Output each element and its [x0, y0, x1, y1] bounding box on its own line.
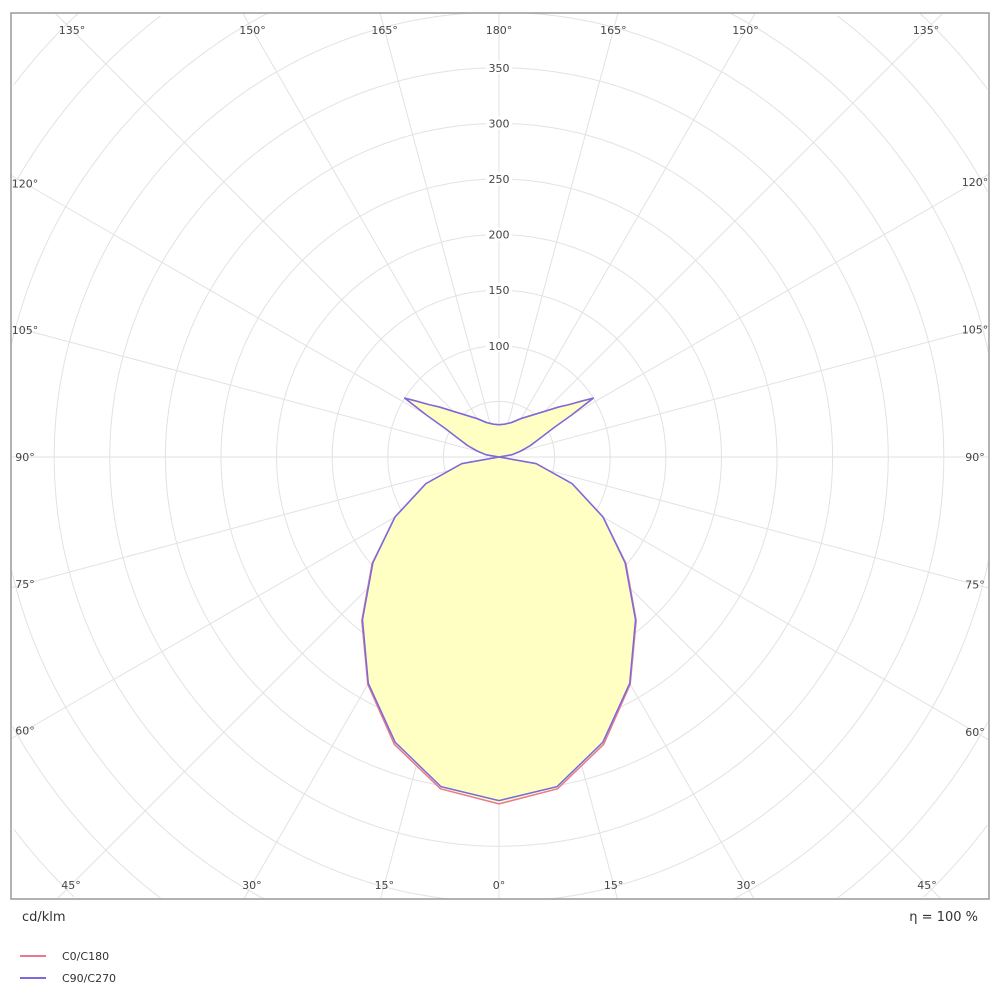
grid-spoke [54, 12, 500, 458]
angle-tick-label: 150° [239, 24, 266, 37]
angle-tick-label: 15° [604, 879, 624, 892]
angle-tick-label: 75° [15, 578, 35, 591]
radial-tick-label: 200 [489, 229, 510, 242]
grid-circle [12, 15, 989, 899]
angle-tick-label: 135° [913, 24, 940, 37]
grid-circle [13, 13, 988, 898]
radial-tick-label: 300 [489, 117, 510, 130]
angle-tick-label: 180° [486, 24, 513, 37]
radial-label-bg [486, 116, 512, 130]
legend-item-c0: C0/C180 [20, 945, 116, 967]
grid-spoke [498, 12, 756, 458]
angle-tick-label: 165° [371, 24, 398, 37]
legend: C0/C180 C90/C270 [20, 945, 116, 989]
angle-tick-label: 135° [59, 24, 86, 37]
curve-c90-c270 [361, 397, 637, 802]
legend-item-c90: C90/C270 [20, 967, 116, 989]
grid-spoke [498, 12, 619, 458]
angle-tick-label: 90° [15, 451, 35, 464]
unit-label: cd/klm [22, 910, 66, 925]
polar-grid [10, 12, 990, 900]
angle-tick-label: 45° [917, 879, 937, 892]
grid-spoke [10, 325, 500, 458]
radial-label-bg [486, 227, 512, 241]
efficiency-label: η = 100 % [909, 910, 978, 925]
radial-labels: 100 150 200 250 300 350 [486, 60, 512, 353]
plot-frame [10, 12, 990, 900]
grid-spoke [498, 12, 944, 458]
angle-tick-label: 15° [375, 879, 395, 892]
radial-label-bg [486, 60, 512, 74]
angle-tick-label: 120° [12, 177, 39, 190]
angle-tick-label: 0° [493, 879, 506, 892]
radial-label-bg [486, 283, 512, 297]
angle-labels: 135° 150° 165° 180° 165° 150° 135° 120° 120° 105°… [12, 24, 989, 892]
radial-tick-label: 150 [489, 284, 510, 297]
legend-label: C90/C270 [62, 971, 117, 985]
legend-label: C0/C180 [62, 949, 110, 963]
curves [361, 397, 637, 805]
grid-spoke [498, 325, 990, 458]
radial-tick-label: 350 [489, 62, 510, 75]
grid-spoke [10, 174, 500, 458]
angle-tick-label: 105° [962, 323, 989, 336]
angle-tick-label: 45° [61, 879, 81, 892]
grid-spoke [379, 12, 500, 458]
angle-tick-label: 165° [600, 24, 627, 37]
angle-tick-label: 120° [962, 176, 989, 189]
angle-tick-label: 75° [965, 579, 985, 592]
legend-swatch [20, 955, 46, 957]
grid-circle [53, 12, 945, 900]
legend-swatch [20, 977, 46, 979]
grid-circle [10, 12, 989, 900]
radial-tick-label: 250 [489, 173, 510, 186]
angle-tick-label: 150° [732, 24, 759, 37]
curve-fill [361, 398, 637, 804]
angle-tick-label: 30° [242, 879, 262, 892]
angle-tick-label: 60° [965, 726, 985, 739]
angle-tick-label: 105° [12, 324, 39, 337]
radial-label-bg [486, 172, 512, 185]
grid-spoke [498, 456, 990, 589]
grid-spoke [10, 456, 500, 589]
grid-spoke [242, 12, 500, 458]
grid-spoke [498, 173, 990, 458]
radial-label-bg [486, 338, 512, 352]
angle-tick-label: 90° [965, 451, 985, 464]
angle-tick-label: 30° [736, 879, 756, 892]
radial-tick-label: 100 [489, 340, 510, 353]
angle-tick-label: 60° [15, 725, 35, 738]
